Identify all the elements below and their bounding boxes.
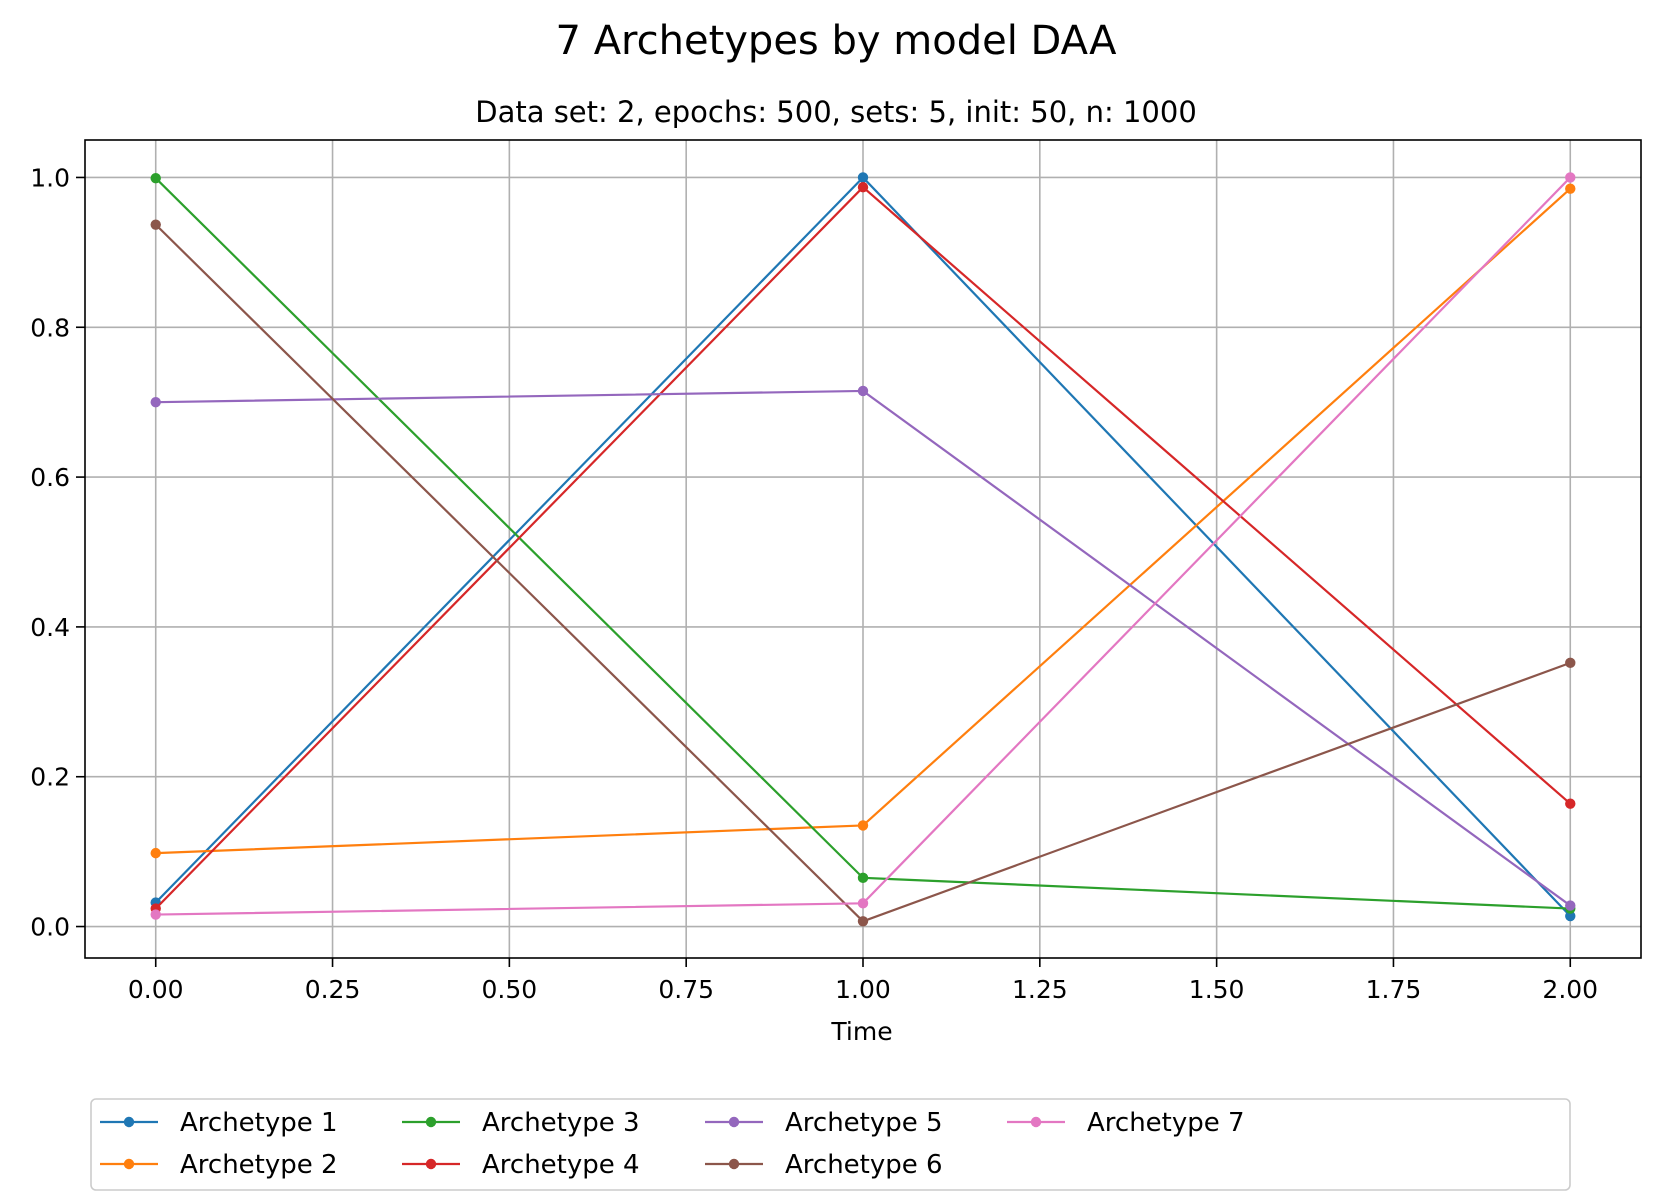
x-axis-label: Time xyxy=(830,1017,892,1046)
series-archetype-3-point xyxy=(150,173,161,184)
series-archetype-5-point xyxy=(857,385,869,397)
x-tick-label: 1.25 xyxy=(1012,975,1068,1004)
series-archetype-2-point xyxy=(1565,183,1576,194)
series-archetype-6-point xyxy=(150,219,161,230)
legend-label: Archetype 2 xyxy=(180,1150,338,1180)
series-archetype-5-point xyxy=(150,396,161,408)
series-archetype-7-point xyxy=(150,909,161,920)
series-archetype-7 xyxy=(150,172,1576,920)
legend-item: Archetype 3 xyxy=(402,1108,640,1138)
legend-label: Archetype 5 xyxy=(785,1108,943,1138)
legend-item: Archetype 6 xyxy=(705,1150,943,1180)
legend-swatch-marker xyxy=(728,1116,740,1128)
series-archetype-5-point xyxy=(1565,900,1576,911)
legend-label: Archetype 4 xyxy=(482,1150,640,1180)
x-tick-label: 0.25 xyxy=(305,975,361,1004)
legend-item: Archetype 1 xyxy=(100,1108,338,1138)
y-tick-label: 0.2 xyxy=(30,763,70,792)
series-archetype-1-point xyxy=(1565,910,1576,922)
series-archetype-2-point xyxy=(857,820,869,831)
x-axis-ticks: 0.00 0.25 0.50 0.75 1.00 1.25 1.50 1.75 2.00 xyxy=(128,958,1598,1004)
chart-subtitle: Data set: 2, epochs: 500, sets: 5, init:… xyxy=(475,95,1197,129)
legend-swatch-marker xyxy=(425,1116,437,1128)
series-archetype-3-point xyxy=(857,872,869,884)
y-tick-label: 0.6 xyxy=(30,463,70,492)
legend-item: Archetype 2 xyxy=(100,1150,338,1180)
legend-swatch-marker xyxy=(728,1158,740,1170)
legend-item: Archetype 7 xyxy=(1007,1108,1245,1138)
legend-item: Archetype 4 xyxy=(402,1150,640,1180)
legend-frame xyxy=(90,1098,1571,1191)
series-archetype-4-point xyxy=(1565,798,1576,809)
chart-title: 7 Archetypes by model DAA xyxy=(556,18,1118,64)
x-tick-label: 0.75 xyxy=(658,975,714,1004)
y-tick-label: 0.0 xyxy=(30,913,70,942)
x-tick-label: 0.50 xyxy=(482,975,538,1004)
series-archetype-6-point xyxy=(1565,657,1576,669)
series-archetype-1-point xyxy=(857,172,869,183)
series-archetype-5 xyxy=(150,385,1576,911)
x-tick-label: 1.50 xyxy=(1189,975,1245,1004)
legend-label: Archetype 6 xyxy=(785,1150,943,1180)
y-tick-label: 0.8 xyxy=(30,313,70,342)
legend-swatch-marker xyxy=(123,1116,135,1128)
series-archetype-7-point xyxy=(857,898,869,909)
x-tick-label: 0.00 xyxy=(128,975,184,1004)
y-tick-label: 1.0 xyxy=(30,163,70,192)
series-layer xyxy=(150,172,1576,927)
x-tick-label: 2.00 xyxy=(1542,975,1598,1004)
legend: Archetype 1 Archetype 2 Archetype 3 Archety… xyxy=(90,1098,1571,1191)
legend-items: Archetype 1 Archetype 2 Archetype 3 Archety… xyxy=(100,1108,1245,1180)
x-tick-label: 1.75 xyxy=(1366,975,1422,1004)
y-axis-ticks: 0.0 0.2 0.4 0.6 0.8 1.0 xyxy=(30,163,85,942)
series-archetype-4-point xyxy=(857,181,869,193)
legend-swatch-marker xyxy=(123,1158,135,1170)
series-archetype-6 xyxy=(150,219,1576,927)
x-tick-label: 1.00 xyxy=(835,975,891,1004)
legend-label: Archetype 7 xyxy=(1087,1108,1245,1138)
series-archetype-7-point xyxy=(1565,172,1576,183)
series-archetype-6-point xyxy=(857,916,869,927)
legend-swatch-marker xyxy=(425,1158,437,1170)
series-archetype-2-point xyxy=(150,847,161,859)
grid xyxy=(85,140,1641,958)
legend-label: Archetype 1 xyxy=(180,1108,338,1138)
legend-label: Archetype 3 xyxy=(482,1108,640,1138)
y-tick-label: 0.4 xyxy=(30,613,70,642)
series-archetype-2 xyxy=(150,183,1576,859)
legend-item: Archetype 5 xyxy=(705,1108,943,1138)
series-archetype-4 xyxy=(150,181,1576,914)
legend-swatch-marker xyxy=(1030,1116,1042,1128)
